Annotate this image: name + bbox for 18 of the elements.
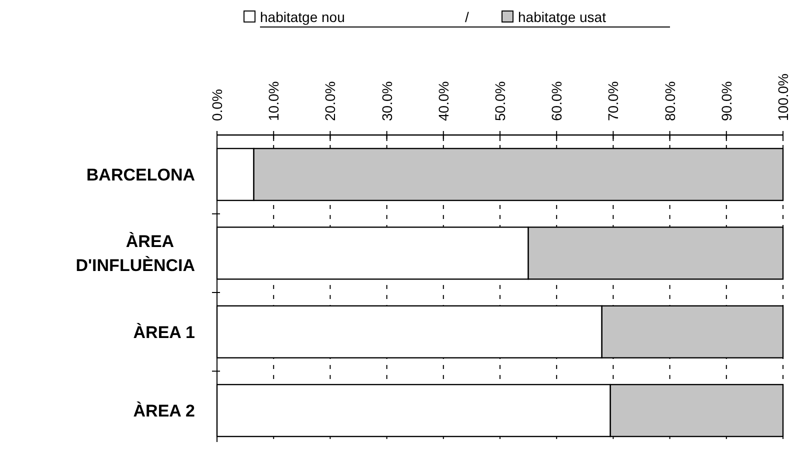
x-tick-label: 60.0% — [548, 81, 565, 121]
x-tick-label: 90.0% — [718, 81, 734, 121]
legend-label: habitatge nou — [260, 9, 345, 25]
y-tick-label: ÀREA 2 — [133, 400, 195, 421]
text: / — [465, 9, 469, 25]
y-tick-label: ÀREA D'INFLUÈNCIA — [76, 231, 195, 276]
x-tick-label: 80.0% — [662, 81, 678, 121]
x-tick-label: 30.0% — [378, 81, 395, 121]
y-tick-label: BARCELONA — [86, 165, 195, 184]
x-tick-label: 20.0% — [322, 81, 338, 121]
x-tick-label: 100.0% — [775, 74, 791, 121]
y-tick-label: ÀREA 1 — [133, 322, 195, 342]
x-tick-label: 0.0% — [209, 89, 225, 121]
x-tick-label: 70.0% — [605, 81, 622, 121]
legend-label: habitatge usat — [518, 9, 606, 25]
x-tick-label: 50.0% — [492, 81, 508, 121]
x-tick-label: 40.0% — [435, 81, 452, 121]
x-tick-label: 10.0% — [266, 81, 282, 121]
